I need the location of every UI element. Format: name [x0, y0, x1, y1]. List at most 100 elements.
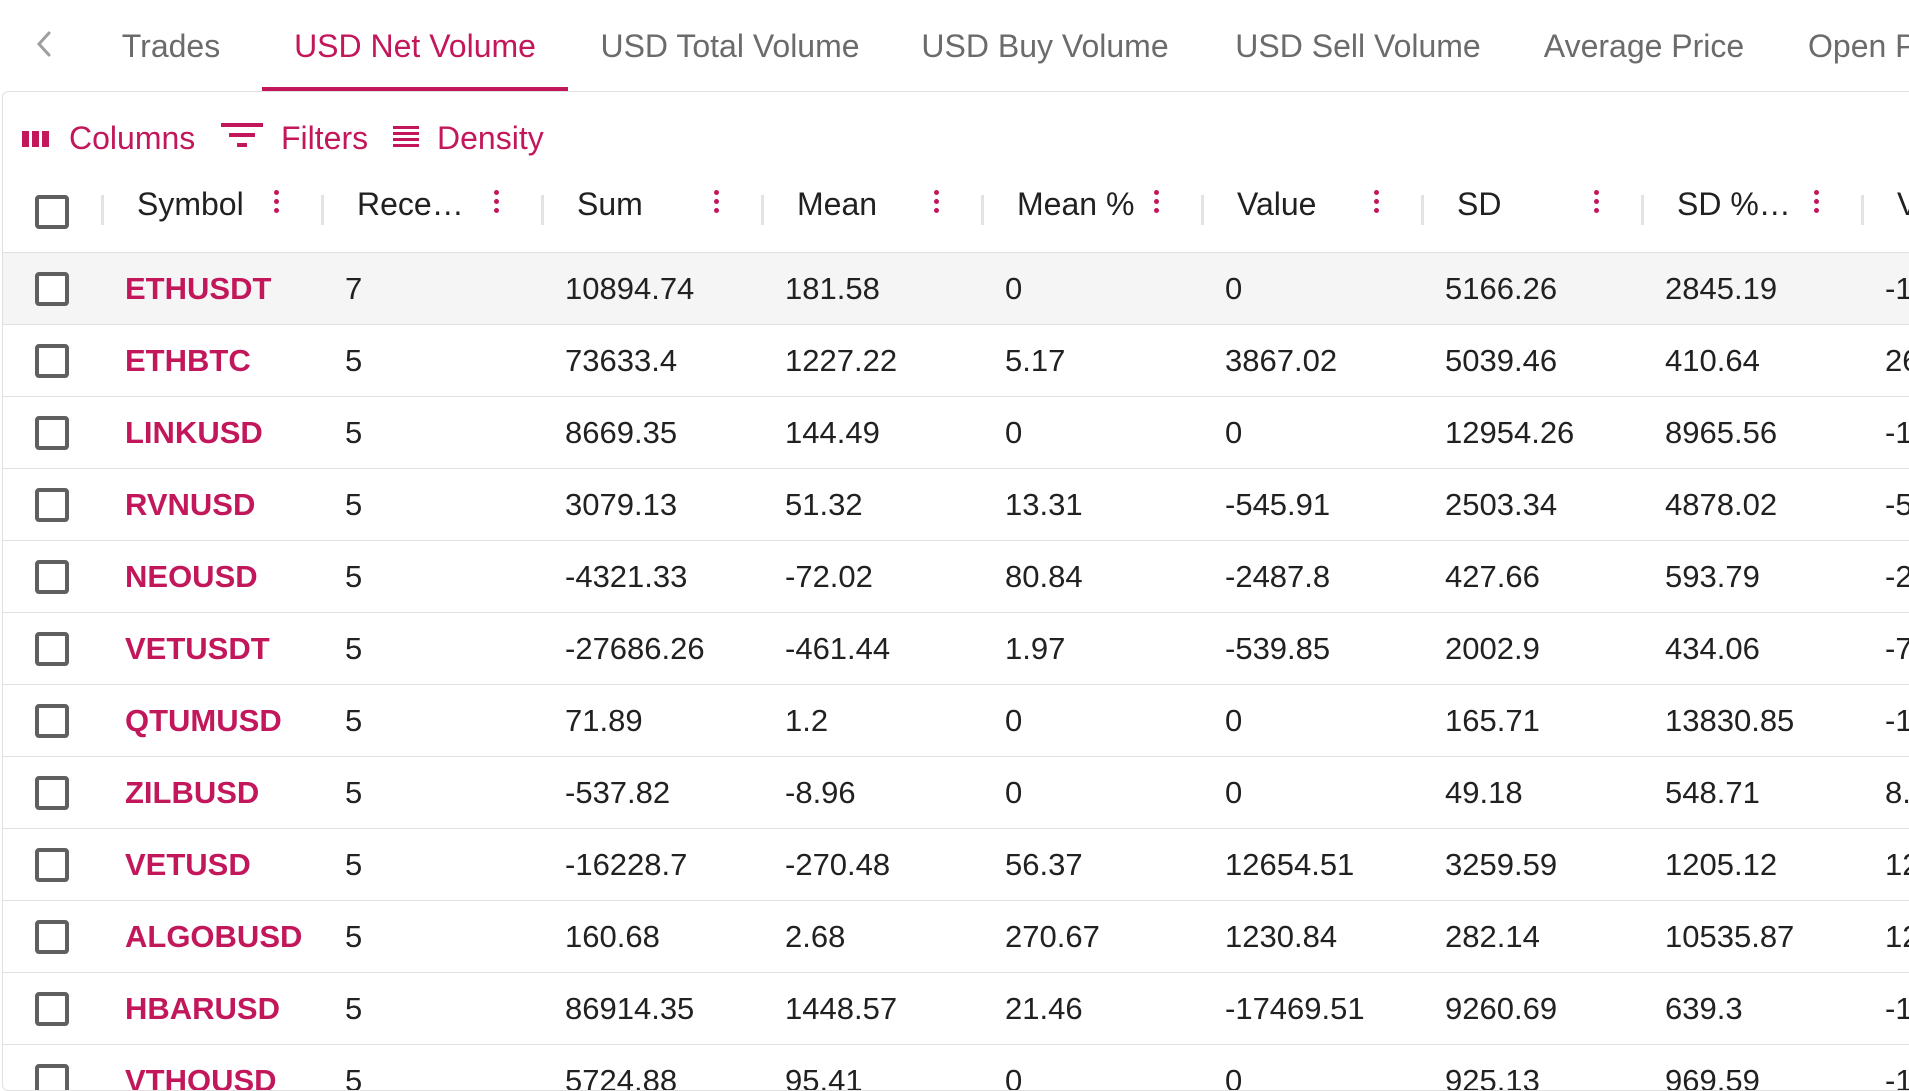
cell-sd-percent: 548.71 — [1665, 775, 1760, 810]
table-row[interactable]: ETHUSDT 7 10894.74 181.58 0 0 5166.26 2845.19 -1 — [3, 252, 1909, 324]
table-row[interactable]: ALGOBUSD 5 160.68 2.68 270.67 1230.84 282.14 10… — [3, 900, 1909, 972]
row-checkbox[interactable] — [35, 992, 69, 1026]
column-menu-icon[interactable] — [1150, 187, 1162, 221]
tab-usd-net-volume[interactable]: USD Net Volume — [294, 27, 536, 64]
header-sd[interactable]: SD — [1457, 186, 1502, 222]
filters-button[interactable]: Filters — [221, 114, 368, 162]
column-separator — [1861, 195, 1864, 225]
cell-value: 3867.02 — [1225, 343, 1338, 378]
column-menu-icon[interactable] — [1590, 187, 1602, 221]
header-v[interactable]: V — [1897, 186, 1909, 223]
filters-label: Filters — [281, 119, 369, 156]
row-checkbox[interactable] — [35, 704, 69, 738]
cell-sd-percent: 639.3 — [1665, 991, 1743, 1026]
table-row[interactable]: VETUSDT 5 -27686.26 -461.44 1.97 -539.85 2002.… — [3, 612, 1909, 684]
cell-v: 26 — [1885, 343, 1909, 378]
tab-average-price[interactable]: Average Price — [1543, 27, 1745, 64]
cell-value: 0 — [1225, 415, 1243, 450]
cell-v: 8. — [1885, 775, 1909, 810]
column-menu-icon[interactable] — [1810, 187, 1822, 221]
column-menu-icon[interactable] — [710, 187, 722, 221]
column-separator — [321, 195, 324, 225]
tab-bar: Trades USD Net Volume USD Total Volume U… — [0, 0, 1909, 92]
tab-open-p[interactable]: Open P — [1808, 27, 1909, 64]
cell-sd-percent: 593.79 — [1665, 559, 1760, 594]
row-checkbox[interactable] — [35, 344, 69, 378]
table-row[interactable]: VTHOUSD 5 5724.88 95.41 0 0 925.13 969.59 -1 — [3, 1044, 1909, 1091]
row-checkbox[interactable] — [35, 272, 69, 306]
header-sd-percent[interactable]: SD %… — [1677, 186, 1791, 222]
tab-trades[interactable]: Trades — [121, 27, 221, 64]
cell-sd: 5039.46 — [1445, 343, 1558, 378]
cell-sd: 3259.59 — [1445, 847, 1558, 882]
column-separator — [761, 195, 764, 225]
cell-recent: 5 — [345, 1063, 363, 1091]
header-mean-percent[interactable]: Mean % — [1017, 186, 1135, 222]
header-mean[interactable]: Mean — [797, 186, 878, 222]
cell-mean-percent: 0 — [1005, 415, 1023, 450]
density-button[interactable]: Density — [393, 114, 544, 162]
column-menu-icon[interactable] — [490, 187, 502, 221]
columns-button[interactable]: Columns — [21, 114, 195, 162]
tab-usd-sell-volume[interactable]: USD Sell Volume — [1235, 27, 1481, 64]
cell-symbol[interactable]: ETHUSDT — [125, 271, 272, 306]
row-checkbox[interactable] — [35, 416, 69, 450]
cell-symbol[interactable]: ALGOBUSD — [125, 919, 303, 954]
header-symbol[interactable]: Symbol — [137, 186, 244, 222]
row-checkbox[interactable] — [35, 848, 69, 882]
row-checkbox[interactable] — [35, 488, 69, 522]
table-row[interactable]: VETUSD 5 -16228.7 -270.48 56.37 12654.51 3259.… — [3, 828, 1909, 900]
scroll-tabs-left-button[interactable] — [24, 22, 64, 66]
header-recent[interactable]: Rece… — [357, 186, 464, 222]
row-checkbox[interactable] — [35, 776, 69, 810]
cell-symbol[interactable]: LINKUSD — [125, 415, 263, 450]
row-checkbox[interactable] — [35, 632, 69, 666]
table-row[interactable]: HBARUSD 5 86914.35 1448.57 21.46 -17469.51 926… — [3, 972, 1909, 1044]
header-sum[interactable]: Sum — [577, 186, 643, 222]
column-separator — [981, 195, 984, 225]
cell-symbol[interactable]: HBARUSD — [125, 991, 280, 1026]
cell-sum: -16228.7 — [565, 847, 688, 882]
table-row[interactable]: ZILBUSD 5 -537.82 -8.96 0 0 49.18 548.71 8. — [3, 756, 1909, 828]
chevron-left-icon — [36, 31, 51, 57]
cell-symbol[interactable]: RVNUSD — [125, 487, 256, 522]
cell-symbol[interactable]: VETUSDT — [125, 631, 270, 666]
select-all-checkbox[interactable] — [35, 195, 69, 229]
cell-symbol[interactable]: NEOUSD — [125, 559, 258, 594]
table-row[interactable]: QTUMUSD 5 71.89 1.2 0 0 165.71 13830.85 -1 — [3, 684, 1909, 756]
tab-usd-buy-volume[interactable]: USD Buy Volume — [921, 27, 1169, 64]
row-checkbox[interactable] — [35, 920, 69, 954]
column-menu-icon[interactable] — [1370, 187, 1382, 221]
cell-value: 0 — [1225, 703, 1243, 738]
table-row[interactable]: LINKUSD 5 8669.35 144.49 0 0 12954.26 8965.56 -1 — [3, 396, 1909, 468]
cell-sd: 9260.69 — [1445, 991, 1558, 1026]
table-row[interactable]: NEOUSD 5 -4321.33 -72.02 80.84 -2487.8 427.66 5… — [3, 540, 1909, 612]
header-value[interactable]: Value — [1237, 186, 1317, 222]
cell-symbol[interactable]: QTUMUSD — [125, 703, 282, 738]
active-tab-indicator — [262, 87, 568, 91]
column-menu-icon[interactable] — [930, 187, 942, 221]
cell-symbol[interactable]: ETHBTC — [125, 343, 251, 378]
column-menu-icon[interactable] — [270, 187, 282, 221]
cell-symbol[interactable]: ZILBUSD — [125, 775, 260, 810]
cell-mean-percent: 80.84 — [1005, 559, 1083, 594]
cell-sum: 86914.35 — [565, 991, 695, 1026]
cell-mean: 181.58 — [785, 271, 880, 306]
table-row[interactable]: RVNUSD 5 3079.13 51.32 13.31 -545.91 2503.34 48… — [3, 468, 1909, 540]
table-row[interactable]: ETHBTC 5 73633.4 1227.22 5.17 3867.02 5039.46 4… — [3, 324, 1909, 396]
cell-mean: 1227.22 — [785, 343, 898, 378]
column-separator — [1641, 195, 1644, 225]
cell-symbol[interactable]: VTHOUSD — [125, 1063, 277, 1091]
row-checkbox[interactable] — [35, 1064, 69, 1090]
cell-sum: -4321.33 — [565, 559, 688, 594]
cell-mean: 144.49 — [785, 415, 880, 450]
cell-sd-percent: 434.06 — [1665, 631, 1760, 666]
tab-usd-total-volume[interactable]: USD Total Volume — [600, 27, 860, 64]
cell-sd-percent: 8965.56 — [1665, 415, 1778, 450]
cell-sd-percent: 969.59 — [1665, 1063, 1760, 1091]
cell-mean: 1.2 — [785, 703, 829, 738]
row-checkbox[interactable] — [35, 560, 69, 594]
cell-mean-percent: 5.17 — [1005, 343, 1066, 378]
cell-recent: 7 — [345, 271, 363, 306]
cell-symbol[interactable]: VETUSD — [125, 847, 251, 882]
